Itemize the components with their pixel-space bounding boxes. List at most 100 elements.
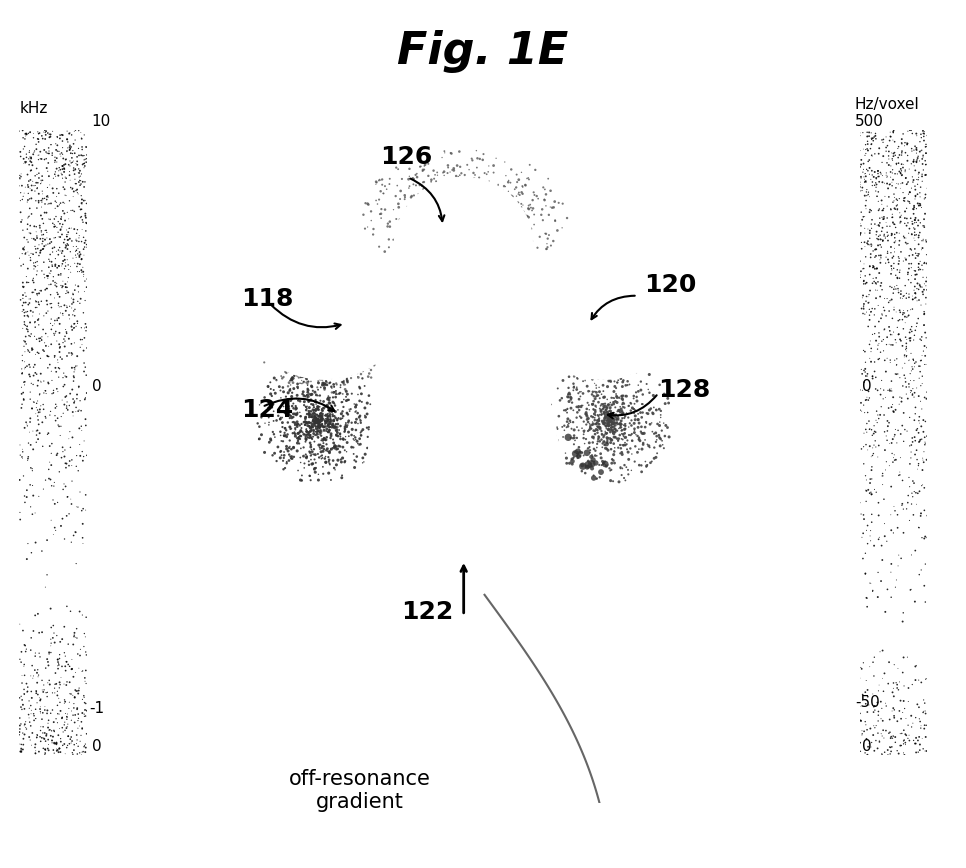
- Point: [483, 568, 498, 582]
- Point: [550, 420, 565, 434]
- Point: [65, 347, 80, 361]
- Point: [330, 326, 346, 340]
- Point: [875, 203, 891, 217]
- Point: [23, 643, 39, 657]
- Point: [895, 306, 911, 319]
- Point: [506, 252, 522, 266]
- Point: [66, 701, 81, 715]
- Point: [862, 267, 877, 281]
- Point: [307, 352, 323, 365]
- Point: [894, 164, 909, 178]
- Point: [462, 216, 477, 230]
- Point: [311, 369, 327, 383]
- Point: [77, 391, 93, 405]
- Point: [574, 312, 589, 326]
- Point: [319, 411, 334, 425]
- Point: [456, 207, 471, 220]
- Point: [649, 430, 665, 444]
- Point: [480, 181, 496, 195]
- Point: [316, 324, 331, 338]
- Point: [588, 352, 604, 366]
- Point: [365, 348, 381, 362]
- Point: [299, 389, 315, 403]
- Point: [471, 582, 487, 596]
- Point: [589, 471, 605, 485]
- Point: [351, 437, 366, 450]
- Point: [423, 234, 439, 248]
- Point: [602, 413, 617, 427]
- Point: [855, 262, 870, 276]
- Point: [865, 372, 880, 385]
- Point: [467, 533, 482, 547]
- Point: [413, 199, 429, 213]
- Point: [893, 694, 908, 707]
- Point: [588, 390, 604, 404]
- Point: [66, 161, 81, 175]
- Point: [64, 234, 79, 248]
- Point: [878, 391, 894, 404]
- Point: [352, 345, 367, 359]
- Point: [895, 706, 910, 720]
- Point: [874, 133, 890, 147]
- Point: [417, 185, 433, 199]
- Point: [326, 417, 341, 431]
- Point: [50, 214, 66, 228]
- Point: [59, 395, 74, 409]
- Point: [342, 404, 357, 418]
- Point: [471, 561, 487, 575]
- Point: [59, 678, 74, 692]
- Point: [436, 211, 451, 225]
- Point: [862, 302, 877, 316]
- Point: [543, 239, 558, 253]
- Point: [315, 460, 330, 474]
- Point: [54, 660, 70, 674]
- Point: [277, 426, 293, 440]
- Point: [316, 343, 331, 357]
- Point: [575, 325, 590, 339]
- Point: [60, 717, 75, 731]
- Point: [914, 432, 929, 446]
- Point: [913, 262, 928, 276]
- Point: [74, 332, 90, 346]
- Point: [577, 316, 592, 330]
- Point: [307, 309, 323, 323]
- Point: [33, 145, 48, 159]
- Point: [320, 330, 335, 344]
- Point: [599, 372, 614, 385]
- Point: [12, 728, 27, 742]
- Point: [17, 155, 33, 169]
- Point: [59, 223, 74, 237]
- Point: [455, 200, 470, 214]
- Point: [51, 746, 67, 760]
- Point: [465, 556, 480, 570]
- Point: [498, 168, 514, 182]
- Point: [15, 738, 31, 752]
- Point: [294, 424, 309, 438]
- Point: [332, 380, 348, 394]
- Point: [893, 216, 908, 230]
- Point: [340, 407, 355, 421]
- Point: [33, 194, 48, 207]
- Point: [452, 571, 468, 585]
- Point: [495, 582, 510, 596]
- Point: [14, 700, 29, 714]
- Point: [302, 424, 318, 438]
- Point: [895, 161, 911, 174]
- Point: [282, 411, 298, 425]
- Point: [435, 179, 450, 193]
- Point: [457, 572, 472, 586]
- Point: [481, 159, 497, 173]
- Point: [869, 741, 885, 755]
- Point: [43, 129, 58, 143]
- Point: [581, 304, 596, 318]
- Point: [597, 397, 612, 411]
- Point: [332, 346, 348, 360]
- Point: [588, 319, 604, 332]
- Point: [909, 128, 924, 142]
- Point: [322, 299, 337, 313]
- Point: [447, 561, 463, 575]
- Point: [318, 417, 333, 431]
- Point: [16, 668, 32, 682]
- Point: [453, 207, 469, 220]
- Point: [315, 327, 330, 341]
